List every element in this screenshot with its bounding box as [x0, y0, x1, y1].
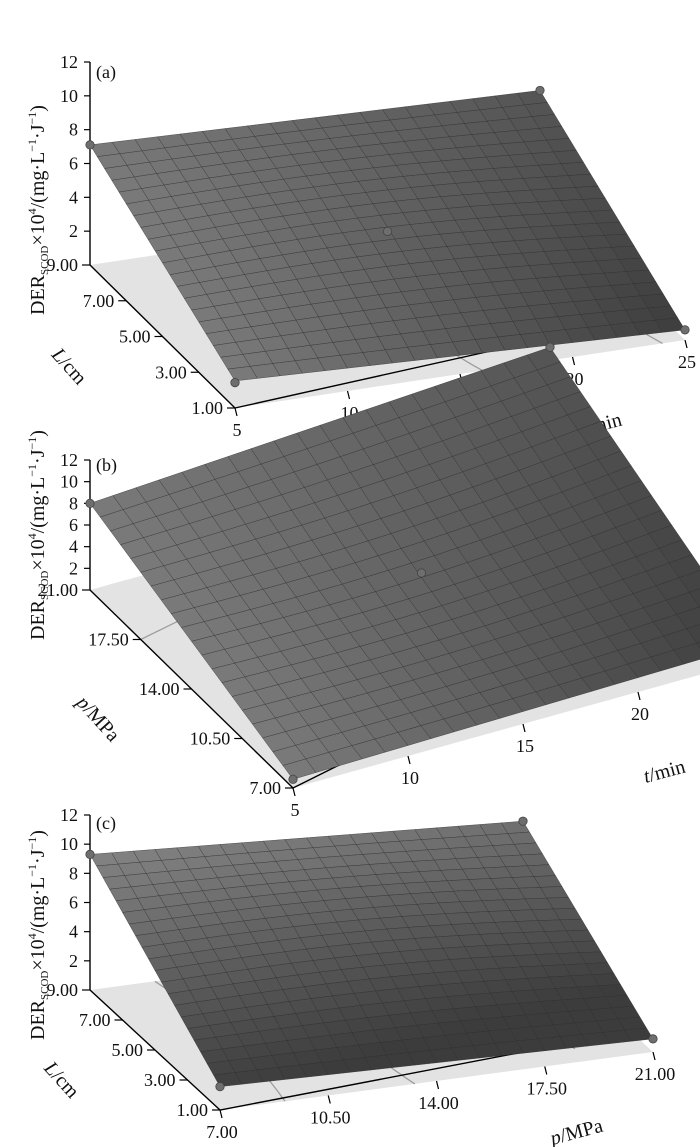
y-tick-label: 10.50	[190, 729, 231, 749]
surface-cell	[696, 641, 700, 648]
panel-label: (c)	[96, 813, 116, 834]
design-point	[215, 1082, 225, 1092]
y-tick-label: 7.00	[83, 291, 115, 311]
design-point	[85, 849, 95, 859]
design-point	[85, 498, 95, 508]
x-tick-mark	[544, 1066, 548, 1075]
z-tick-label: 12	[60, 450, 78, 470]
panel-label: (b)	[96, 455, 117, 476]
x-tick-label: 5	[233, 420, 242, 440]
z-tick-label: 4	[69, 187, 78, 207]
x-tick-mark	[684, 339, 688, 349]
x-axis-title: t/min	[641, 756, 687, 788]
response-surface	[89, 346, 700, 780]
surface-panel-1: 246810125101520251.003.005.007.009.00(a)…	[25, 52, 696, 441]
x-tick-mark	[327, 1095, 331, 1104]
surface-cell	[686, 624, 700, 644]
design-point	[535, 85, 545, 96]
z-tick-label: 4	[69, 922, 78, 942]
z-tick-label: 10	[60, 834, 78, 854]
z-tick-label: 10	[60, 472, 78, 492]
z-tick-label: 10	[60, 86, 78, 106]
design-point	[288, 774, 298, 784]
design-point	[382, 226, 393, 237]
surface-panel-3: 2 4 6 8 10 12 7.00 10.50 14.00 17.50 21.00 1.003.00…	[25, 805, 675, 1147]
x-tick-mark	[637, 691, 641, 701]
y-tick-label: 21.00	[38, 580, 79, 600]
z-tick-label: 2	[69, 558, 78, 578]
x-tick-label: 5	[291, 800, 300, 820]
y-tick-label: 17.50	[88, 630, 129, 650]
y-tick-label: 7.00	[250, 778, 282, 798]
z-axis-title: DERSCOD×104/(mg·L−1·J−1)	[25, 830, 51, 1040]
z-tick-label: 12	[60, 52, 78, 72]
x-tick-label: 14.00	[418, 1093, 459, 1113]
x-tick-mark	[346, 390, 351, 400]
surface-cell	[689, 588, 700, 608]
x-tick-mark	[234, 407, 238, 417]
x-tick-mark	[435, 1080, 440, 1090]
design-point	[85, 140, 95, 150]
z-axis-title: DERSCOD×104/(mg·L−1·J−1)	[25, 105, 51, 315]
x-tick-label: 20	[631, 704, 649, 724]
surface-cell	[654, 317, 686, 333]
surface-cell	[624, 1027, 654, 1042]
x-tick-label: 10.50	[310, 1108, 351, 1128]
x-tick-label: 21.00	[635, 1064, 676, 1084]
z-tick-label: 8	[69, 863, 78, 883]
z-tick-label: 12	[60, 805, 78, 825]
y-tick-label: 5.00	[112, 1040, 144, 1060]
y-tick-label: 9.00	[47, 255, 79, 275]
y-axis-title: p/MPa	[71, 690, 124, 746]
z-tick-label: 2	[69, 221, 78, 241]
design-point	[648, 1034, 658, 1044]
x-axis-line	[219, 1051, 524, 1111]
design-point	[230, 378, 240, 388]
y-tick-label: 14.00	[139, 679, 180, 699]
x-tick-label: 7.00	[206, 1122, 238, 1142]
z-tick-label: 6	[69, 154, 78, 174]
z-tick-label: 8	[69, 493, 78, 513]
z-tick-label: 6	[69, 515, 78, 535]
y-tick-label: 1.00	[177, 1100, 209, 1120]
x-tick-mark	[219, 1109, 223, 1119]
y-tick-label: 9.00	[47, 980, 79, 1000]
surface-cell	[678, 570, 700, 593]
design-point	[545, 342, 555, 352]
x-tick-mark	[522, 723, 526, 733]
x-tick-mark	[292, 787, 296, 797]
y-tick-label: 1.00	[192, 398, 224, 418]
z-tick-label: 8	[69, 120, 78, 140]
x-tick-label: 10	[401, 768, 419, 788]
design-point	[416, 568, 427, 578]
response-surface	[89, 90, 686, 382]
z-tick-label: 2	[69, 951, 78, 971]
x-tick-label: 25	[678, 352, 696, 372]
x-tick-mark	[652, 1051, 656, 1061]
x-axis-title: p/MPa	[546, 1115, 605, 1147]
y-tick-label: 3.00	[144, 1070, 176, 1090]
x-tick-label: 17.50	[527, 1079, 568, 1099]
y-axis-title: L/cm	[46, 343, 91, 389]
design-point	[680, 325, 690, 335]
x-tick-mark	[407, 755, 411, 765]
y-tick-label: 3.00	[155, 362, 187, 382]
panel-label: (a)	[96, 62, 116, 83]
design-point	[518, 816, 528, 826]
z-axis-title: DERSCOD×104/(mg·L−1·J−1)	[25, 430, 51, 640]
surface-panel-2: 246810125101520257.0010.5014.0017.5021.0…	[25, 342, 700, 820]
y-axis-title: L/cm	[39, 1057, 84, 1103]
z-tick-label: 6	[69, 893, 78, 913]
y-tick-label: 5.00	[119, 327, 151, 347]
response-surface	[89, 820, 654, 1087]
y-tick-label: 7.00	[79, 1010, 111, 1030]
z-tick-label: 4	[69, 537, 78, 557]
x-tick-mark	[571, 356, 576, 366]
x-tick-label: 15	[516, 736, 534, 756]
